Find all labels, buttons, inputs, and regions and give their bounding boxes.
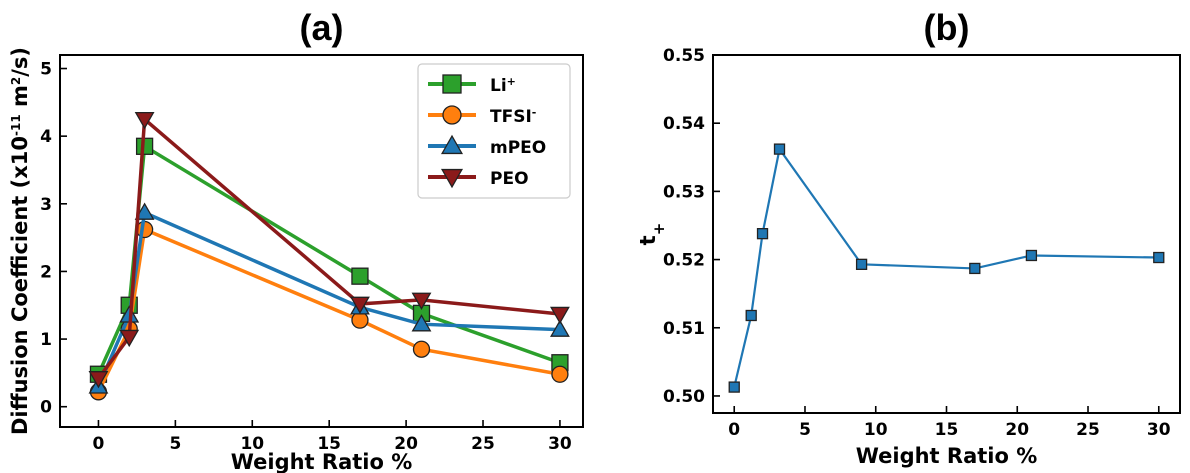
series-peo <box>88 112 570 389</box>
x-tick-label: 15 <box>935 420 959 440</box>
data-point <box>351 311 369 329</box>
y-axis-title-main: Diffusion Coefficient (x10 <box>8 136 32 435</box>
x-tick-label: 20 <box>1005 420 1029 440</box>
data-point <box>745 309 757 322</box>
data-point <box>728 381 740 393</box>
y-axis-title-exp: -11 <box>9 114 23 136</box>
series-line <box>97 115 561 380</box>
x-tick-label: 15 <box>317 434 341 454</box>
legend-marker <box>440 168 464 189</box>
data-point <box>1153 251 1165 264</box>
series-line <box>96 210 560 388</box>
data-point <box>119 329 140 348</box>
y-tick-label: 0.53 <box>663 182 705 202</box>
data-point <box>1025 249 1038 262</box>
series-tfsi <box>89 220 569 401</box>
series-line <box>733 146 1159 388</box>
y-tick-label: 2 <box>40 262 52 282</box>
legend-label-name: mPEO <box>490 138 546 158</box>
legend-label-name: Li <box>490 76 507 96</box>
legend-label: mPEO <box>490 138 546 158</box>
y-axis-title-units: m <box>8 85 32 114</box>
y-tick-label: 0 <box>40 398 52 418</box>
y-tick-label: 0.51 <box>663 319 705 339</box>
x-axis-title: Weight Ratio % <box>856 444 1038 468</box>
panel-b: 0 5 10 15 20 25 30 0.50 0.51 0.52 0.53 0.54 0.55 Weig… <box>636 7 1181 468</box>
plot-frame <box>59 54 584 428</box>
panel-a: 0 5 10 15 20 25 30 0 1 2 3 4 5 Weight Ratio % Diffusio… <box>8 7 584 473</box>
y-axis-title: t+ <box>636 223 668 246</box>
data-point <box>412 340 431 358</box>
data-point <box>969 262 981 275</box>
y-axis-title-sub: + <box>650 223 668 236</box>
y-tick-label: 0.50 <box>663 387 705 407</box>
legend-label-sup: - <box>532 106 537 119</box>
legend-label: TFSI- <box>490 106 536 128</box>
y-tick-label: 4 <box>40 127 52 147</box>
x-tick-label: 25 <box>471 434 495 454</box>
x-axis-title: Weight Ratio % <box>231 450 413 473</box>
x-tick-label: 10 <box>864 420 888 440</box>
data-point <box>550 306 570 325</box>
x-tick-label: 5 <box>169 434 181 454</box>
x-tick-label: 10 <box>240 434 264 454</box>
data-point <box>756 228 769 240</box>
data-point <box>855 258 868 270</box>
x-tick-label: 5 <box>799 420 811 440</box>
x-tick-label: 0 <box>728 420 740 440</box>
panel-label: (a) <box>300 7 344 48</box>
x-tick-label: 30 <box>548 434 572 454</box>
y-tick-label: 0.52 <box>663 251 705 271</box>
legend-label-name: PEO <box>490 169 529 189</box>
y-axis-title: Diffusion Coefficient (x10-11 m2/s) <box>8 47 32 435</box>
y-axis-title-tail: /s) <box>8 47 32 77</box>
data-point <box>350 296 370 315</box>
panel-label: (b) <box>924 7 970 48</box>
series-line <box>96 227 561 393</box>
y-tick-label: 3 <box>40 195 52 215</box>
series-0 <box>728 143 1165 393</box>
legend-marker <box>442 105 462 125</box>
legend-entry: mPEO <box>428 134 546 158</box>
plot-frame <box>712 54 1181 414</box>
legend-entry: Li+ <box>428 74 516 97</box>
series-mpeo <box>88 202 570 394</box>
x-tick-label: 20 <box>394 434 418 454</box>
legend-entry: PEO <box>428 168 529 189</box>
data-point <box>88 371 109 389</box>
data-point <box>551 365 569 383</box>
legend-marker <box>440 134 464 155</box>
legend-box <box>417 63 571 199</box>
legend-entry: TFSI- <box>428 105 536 128</box>
y-tick-label: 1 <box>40 330 52 350</box>
data-point <box>134 112 155 130</box>
data-point <box>411 314 432 332</box>
data-point <box>134 202 155 220</box>
x-tick-label: 0 <box>93 434 105 454</box>
legend-label: PEO <box>490 169 529 189</box>
y-tick-label: 5 <box>40 60 52 80</box>
data-point <box>773 143 786 155</box>
x-tick-label: 30 <box>1147 420 1171 440</box>
y-tick-label: 0.54 <box>663 114 705 134</box>
data-point <box>550 319 570 337</box>
legend-label: Li+ <box>490 75 516 97</box>
data-point <box>411 292 432 310</box>
y-axis-title-main: t <box>636 235 660 245</box>
y-tick-label: 0.55 <box>663 46 705 66</box>
legend-label-name: TFSI <box>490 107 532 127</box>
data-point <box>351 267 369 285</box>
y-axis-title-units-exp: 2 <box>9 77 23 85</box>
legend-marker <box>442 74 462 94</box>
legend-label-sup: + <box>507 75 516 88</box>
x-tick-label: 25 <box>1076 420 1100 440</box>
